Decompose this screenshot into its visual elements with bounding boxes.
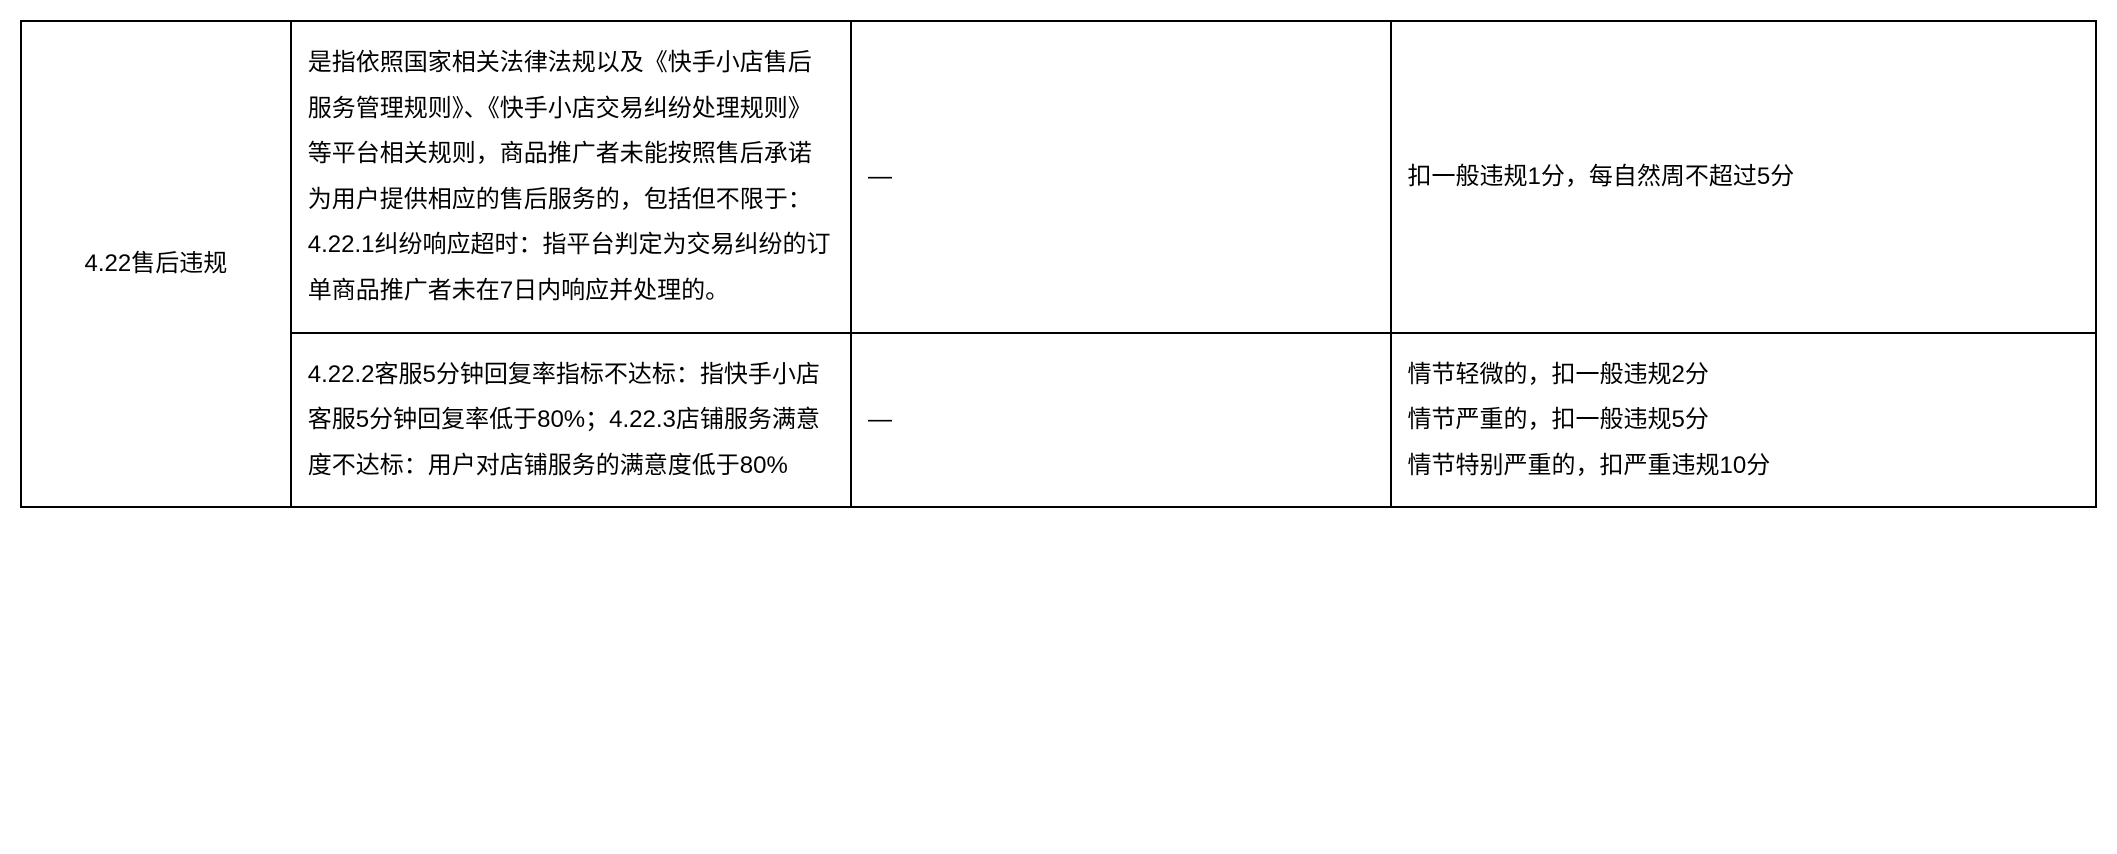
rules-table: 4.22售后违规 是指依照国家相关法律法规以及《快手小店售后服务管理规则》、《快…: [20, 20, 2097, 508]
penalty-cell: 扣一般违规1分，每自然周不超过5分: [1391, 21, 2097, 333]
category-cell: 4.22售后违规: [21, 21, 291, 507]
penalty-line: 情节严重的，扣一般违规5分: [1408, 397, 2080, 443]
penalty-line: 情节轻微的，扣一般违规2分: [1408, 352, 2080, 398]
description-cell: 4.22.2客服5分钟回复率指标不达标：指快手小店客服5分钟回复率低于80%；4…: [291, 333, 851, 508]
description-cell: 是指依照国家相关法律法规以及《快手小店售后服务管理规则》、《快手小店交易纠纷处理…: [291, 21, 851, 333]
placeholder-cell: —: [851, 333, 1391, 508]
penalty-cell: 情节轻微的，扣一般违规2分 情节严重的，扣一般违规5分 情节特别严重的，扣严重违…: [1391, 333, 2097, 508]
penalty-line: 情节特别严重的，扣严重违规10分: [1408, 443, 2080, 489]
placeholder-cell: —: [851, 21, 1391, 333]
table-row: 4.22.2客服5分钟回复率指标不达标：指快手小店客服5分钟回复率低于80%；4…: [21, 333, 2096, 508]
table-row: 4.22售后违规 是指依照国家相关法律法规以及《快手小店售后服务管理规则》、《快…: [21, 21, 2096, 333]
